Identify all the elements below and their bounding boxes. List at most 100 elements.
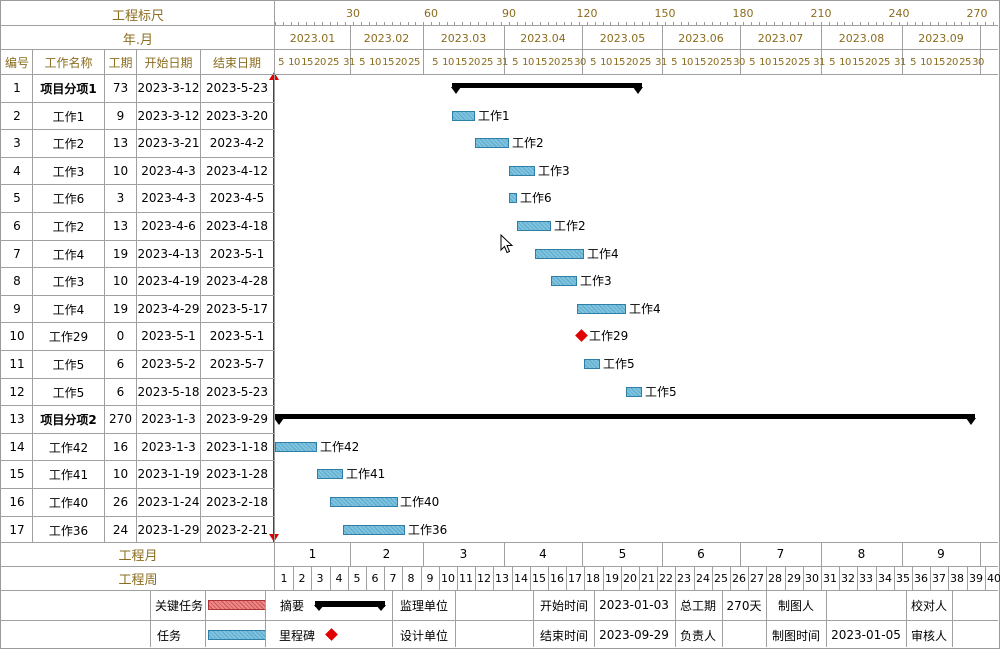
task-name: 工作3 [52, 164, 85, 179]
table-row[interactable]: 9 工作4 19 2023-4-29 2023-5-17 [0, 295, 274, 323]
grid-vline [274, 0, 275, 590]
table-row[interactable]: 8 工作3 10 2023-4-19 2023-4-28 [0, 267, 274, 295]
week-divider [785, 566, 786, 590]
task-start-date: 2023-1-29 [137, 523, 200, 537]
ruler-tick [548, 22, 549, 26]
task-bar[interactable] [317, 469, 343, 479]
project-week-number: 33 [859, 571, 873, 585]
ruler-tick [486, 22, 487, 25]
ruler-tick [634, 22, 635, 25]
table-row[interactable]: 1 项目分项1 73 2023-3-12 2023-5-23 [0, 74, 274, 102]
task-start-date: 2023-1-19 [137, 467, 200, 481]
week-divider [730, 566, 731, 590]
task-bar[interactable] [577, 304, 626, 314]
day-label: 31 [496, 56, 508, 68]
summary-bar[interactable] [275, 414, 975, 419]
task-bar-label: 工作1 [478, 109, 510, 123]
project-week-number: 22 [659, 571, 673, 585]
project-week-number: 37 [932, 571, 946, 585]
table-row[interactable]: 3 工作2 13 2023-3-21 2023-4-2 [0, 129, 274, 157]
project-week-number: 16 [550, 571, 564, 585]
task-duration: 13 [112, 219, 129, 233]
table-row[interactable]: 16 工作40 26 2023-1-24 2023-2-18 [0, 488, 274, 516]
task-bar[interactable] [343, 525, 405, 535]
table-row[interactable]: 5 工作6 3 2023-4-3 2023-4-5 [0, 184, 274, 212]
task-bar[interactable] [551, 276, 577, 286]
project-week-number: 29 [787, 571, 801, 585]
task-duration: 6 [116, 385, 125, 399]
project-month-label: 工程月 [118, 548, 158, 564]
day-label: 20 [946, 56, 958, 68]
task-name: 工作5 [52, 357, 85, 372]
table-row[interactable]: 17 工作36 24 2023-1-29 2023-2-21 [0, 516, 274, 544]
task-end-date: 2023-3-20 [205, 109, 269, 123]
table-row[interactable]: 11 工作5 6 2023-5-2 2023-5-7 [0, 350, 274, 378]
table-row[interactable]: 2 工作1 9 2023-3-12 2023-3-20 [0, 102, 274, 130]
table-row[interactable]: 4 工作3 10 2023-4-3 2023-4-12 [0, 157, 274, 185]
task-bar[interactable] [584, 359, 600, 369]
task-name: 工作4 [52, 247, 85, 262]
project-week-number: 35 [896, 571, 910, 585]
ruler-tick [774, 22, 775, 25]
ruler-tick [720, 22, 721, 25]
task-start-date: 2023-1-3 [141, 412, 196, 426]
task-bar[interactable] [626, 387, 642, 397]
task-bar[interactable] [509, 166, 535, 176]
ruler-tick [525, 22, 526, 25]
task-bar-label: 工作2 [512, 136, 544, 150]
ruler-tick [478, 22, 479, 25]
table-row[interactable]: 13 项目分项2 270 2023-1-3 2023-9-29 [0, 405, 274, 433]
task-name: 工作40 [48, 495, 89, 510]
ruler-tick [408, 22, 409, 25]
table-row[interactable]: 12 工作5 6 2023-5-18 2023-5-23 [0, 378, 274, 406]
ruler-tick [454, 22, 455, 25]
row-divider [0, 157, 274, 158]
task-bar[interactable] [452, 111, 475, 121]
ruler-number: 210 [810, 6, 832, 20]
ruler-tick [306, 22, 307, 25]
table-row[interactable]: 6 工作2 13 2023-4-6 2023-4-18 [0, 212, 274, 240]
task-bar[interactable] [330, 497, 398, 507]
task-end-date: 2023-2-21 [205, 523, 269, 537]
row-number: 1 [13, 81, 21, 95]
task-duration: 26 [112, 495, 129, 509]
week-divider [493, 566, 494, 590]
task-bar[interactable] [517, 221, 551, 231]
task-name: 工作4 [52, 302, 85, 317]
ruler-tick [993, 22, 994, 25]
task-end-date: 2023-5-7 [209, 357, 265, 371]
ruler-tick [353, 22, 354, 26]
project-week-number: 39 [969, 571, 983, 585]
day-label: 25 [561, 56, 573, 68]
table-row[interactable]: 15 工作41 10 2023-1-19 2023-1-28 [0, 460, 274, 488]
task-bar[interactable] [475, 138, 509, 148]
task-bar[interactable] [535, 249, 584, 259]
table-row[interactable]: 10 工作29 0 2023-5-1 2023-5-1 [0, 322, 274, 350]
task-duration: 6 [116, 357, 125, 371]
ruler-tick [735, 22, 736, 25]
task-bar[interactable] [275, 442, 317, 452]
table-row[interactable]: 7 工作4 19 2023-4-13 2023-5-1 [0, 240, 274, 268]
ruler-tick [618, 22, 619, 25]
week-divider [930, 566, 931, 590]
ruler-tick [509, 22, 510, 26]
project-week-number: 31 [823, 571, 837, 585]
table-row[interactable]: 14 工作42 16 2023-1-3 2023-1-18 [0, 433, 274, 461]
project-month-number: 7 [776, 547, 785, 561]
ruler-tick [915, 22, 916, 25]
ruler-tick [665, 22, 666, 26]
task-start-date: 2023-4-13 [137, 247, 200, 261]
ruler-tick [642, 22, 643, 25]
project-week-label: 工程周 [118, 572, 158, 588]
week-divider [912, 566, 913, 590]
task-bar[interactable] [509, 193, 517, 203]
row-number: 2 [13, 109, 21, 123]
project-week-number: 38 [950, 571, 964, 585]
grid-hline [0, 590, 998, 591]
ruler-tick [322, 22, 323, 25]
day-label: 10 [288, 56, 300, 68]
summary-bar[interactable] [452, 83, 642, 88]
month-label: 年.月 [122, 32, 154, 48]
task-bar-label: 工作36 [408, 523, 448, 537]
ruler-tick [852, 22, 853, 25]
